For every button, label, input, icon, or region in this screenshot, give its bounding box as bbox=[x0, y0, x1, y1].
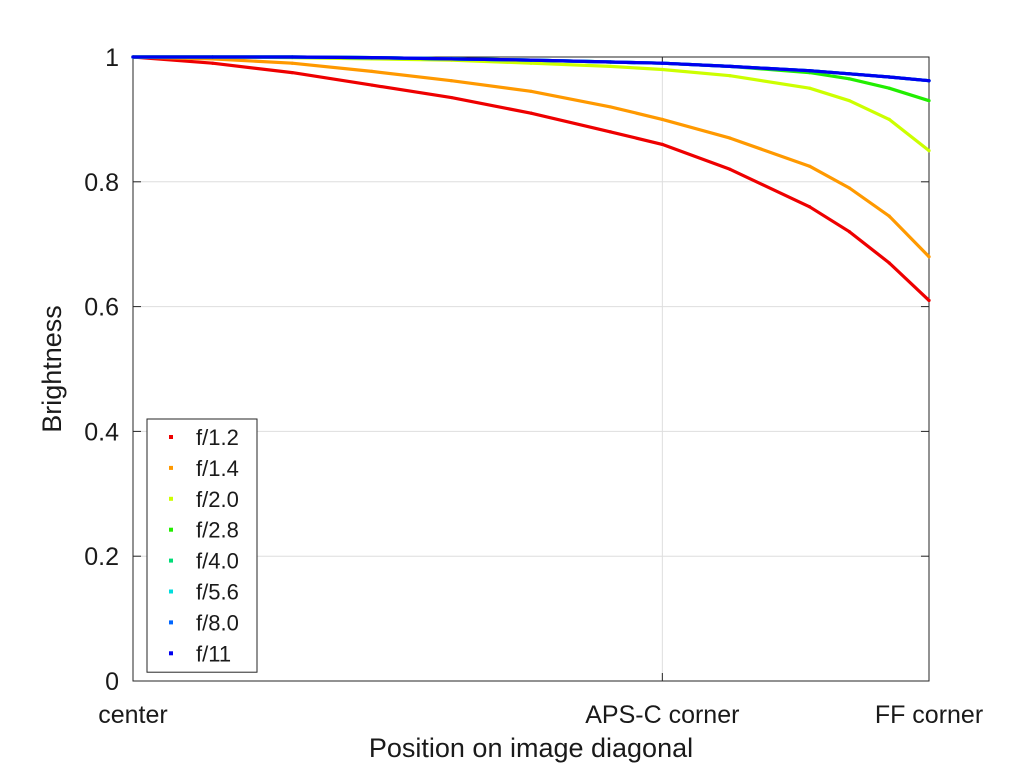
data-point bbox=[529, 111, 533, 115]
legend-marker bbox=[169, 620, 173, 625]
tick-marks bbox=[132, 56, 930, 682]
data-point bbox=[529, 89, 533, 93]
data-point bbox=[887, 117, 891, 121]
data-point bbox=[887, 261, 891, 265]
data-point bbox=[609, 130, 613, 134]
legend-label: f/2.0 bbox=[196, 487, 239, 512]
data-point bbox=[529, 61, 533, 65]
legend-marker bbox=[169, 589, 173, 594]
legend-marker bbox=[169, 558, 173, 563]
x-tick-label: APS-C corner bbox=[585, 701, 739, 729]
data-point bbox=[449, 79, 453, 83]
data-point bbox=[211, 61, 215, 65]
y-axis-title: Brightness bbox=[37, 305, 67, 433]
legend-marker bbox=[169, 435, 173, 439]
data-point bbox=[131, 55, 135, 59]
data-point bbox=[927, 79, 931, 83]
data-point bbox=[290, 55, 294, 59]
x-tick-label: center bbox=[98, 701, 167, 729]
data-point bbox=[728, 136, 732, 140]
data-point bbox=[728, 74, 732, 78]
data-point bbox=[847, 77, 852, 81]
data-point bbox=[609, 60, 613, 64]
series-line bbox=[131, 55, 931, 302]
data-point bbox=[927, 255, 931, 259]
y-tick-label: 0.2 bbox=[84, 543, 119, 571]
data-point bbox=[211, 55, 215, 59]
legend-marker bbox=[169, 527, 173, 532]
data-point bbox=[728, 167, 732, 171]
x-axis-title: Position on image diagonal bbox=[369, 733, 693, 763]
data-point bbox=[728, 64, 732, 68]
legend-label: f/8.0 bbox=[196, 610, 239, 635]
data-point bbox=[808, 69, 812, 73]
y-tick-label: 0.8 bbox=[84, 169, 119, 197]
legend-label: f/1.2 bbox=[196, 425, 239, 450]
data-point bbox=[847, 230, 852, 234]
data-point bbox=[660, 142, 664, 146]
data-point bbox=[808, 164, 812, 168]
data-point bbox=[609, 105, 613, 109]
legend-label: f/1.4 bbox=[196, 456, 239, 481]
data-point bbox=[660, 67, 664, 72]
data-point bbox=[529, 58, 533, 62]
data-point bbox=[808, 205, 812, 209]
x-tick-label: FF corner bbox=[875, 701, 983, 729]
tick-labels: 0 0.2 0.4 0.6 0.8 1 center APS-C corner FF corne… bbox=[84, 44, 983, 729]
data-point bbox=[847, 72, 852, 76]
data-point bbox=[808, 86, 812, 90]
y-tick-label: 0.6 bbox=[84, 294, 119, 322]
legend-label: f/2.8 bbox=[196, 518, 239, 543]
y-tick-label: 0.4 bbox=[84, 418, 119, 446]
y-tick-label: 0 bbox=[105, 668, 119, 696]
legend: f/1.2 f/1.4 f/2.0 f/2.8 f/4.0 f/5.6 f/8.0 f/11 bbox=[146, 418, 258, 673]
legend-label: f/11 bbox=[196, 641, 231, 666]
data-point bbox=[927, 298, 931, 302]
legend-box bbox=[146, 418, 258, 673]
data-point bbox=[609, 64, 613, 68]
data-point bbox=[370, 69, 374, 73]
data-point bbox=[847, 99, 852, 103]
legend-label: f/5.6 bbox=[196, 580, 239, 605]
data-point bbox=[290, 71, 294, 75]
data-point bbox=[449, 57, 453, 61]
data-point bbox=[887, 75, 891, 79]
data-point bbox=[290, 61, 294, 65]
data-point bbox=[847, 186, 852, 190]
data-point bbox=[927, 149, 931, 153]
data-point bbox=[660, 117, 664, 121]
legend-label: f/4.0 bbox=[196, 549, 239, 574]
legend-marker bbox=[169, 651, 173, 656]
data-point bbox=[370, 56, 374, 60]
plot-frame bbox=[132, 56, 930, 682]
legend-marker bbox=[169, 465, 173, 470]
data-point bbox=[660, 61, 664, 65]
data-point bbox=[887, 214, 891, 218]
series-layer bbox=[131, 55, 931, 302]
grid-lines bbox=[133, 57, 929, 681]
y-tick-label: 1 bbox=[105, 44, 119, 72]
data-point bbox=[927, 99, 931, 103]
data-point bbox=[370, 83, 374, 87]
data-point bbox=[449, 95, 453, 100]
data-point bbox=[887, 86, 891, 90]
legend-marker bbox=[169, 496, 173, 501]
